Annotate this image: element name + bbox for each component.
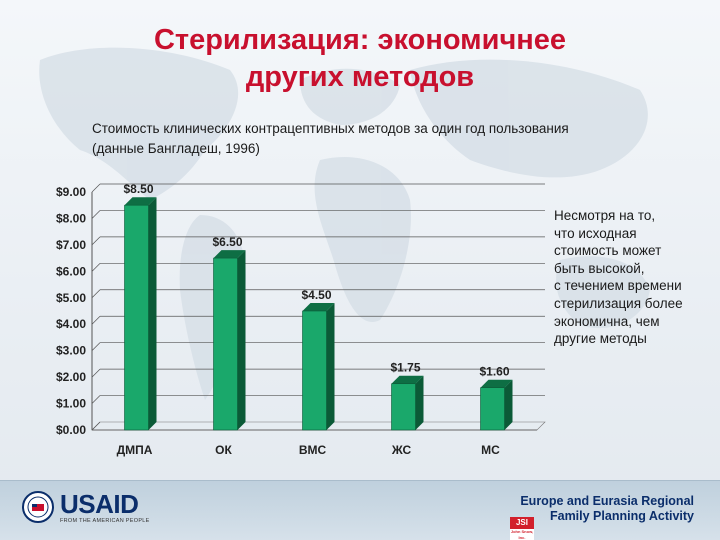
bar-value-label: $4.50: [301, 288, 331, 302]
x-axis-categories: ДМПА ОК ВМС ЖС МС: [117, 443, 501, 457]
bar-chart: $0.00 $1.00 $2.00 $3.00 $4.00 $5.00 $6.00 $7.00…: [56, 182, 546, 457]
y-tick-label: $8.00: [56, 211, 86, 225]
bar-top: [302, 303, 335, 311]
region-line-2: Family Planning Activity: [549, 509, 694, 523]
y-tick-label: $9.00: [56, 185, 86, 199]
bar-value-label: $6.50: [212, 235, 242, 249]
y-tick-label: $7.00: [56, 238, 86, 252]
bar-top: [391, 375, 424, 384]
gridline-depth: [91, 289, 101, 299]
y-tick-label: $0.00: [56, 423, 86, 437]
bar-side: [148, 197, 157, 430]
bar-value-label: $1.75: [390, 361, 420, 375]
y-tick-label: $1.00: [56, 397, 86, 411]
title-line-2: других методов: [245, 61, 475, 93]
bar: [213, 257, 238, 431]
bar-top: [213, 250, 246, 259]
bar: [124, 204, 149, 431]
side-note: Несмотря на то, что исходная стоимость м…: [554, 208, 683, 347]
bar-value-label: $8.50: [123, 182, 153, 196]
jsi-logo: JSI John Snow, Inc.: [510, 517, 534, 540]
x-category-label: ДМПА: [117, 443, 153, 457]
y-axis-ticks: $0.00 $1.00 $2.00 $3.00 $4.00 $5.00 $6.00 $7.00…: [56, 185, 86, 437]
region-label: Europe and Eurasia Regional Family Plann…: [520, 494, 694, 524]
gridline-depth: [91, 263, 101, 272]
gridline-depth: [91, 368, 101, 378]
chart-subtitle: Стоимость клинических контрацептивных ме…: [92, 119, 672, 159]
bar-value-label: $1.60: [479, 365, 509, 379]
usaid-seal-icon: [22, 491, 54, 523]
gridline-depth: [91, 210, 101, 219]
subtitle-line-2: (данные Бангладеш, 1996): [92, 141, 260, 156]
usaid-logo-text: USAID: [60, 489, 139, 519]
jsi-logo-subtext: John Snow, Inc.: [510, 529, 534, 540]
y-tick-label: $2.00: [56, 370, 86, 384]
chart-bars: [124, 197, 513, 431]
slide-title: Стерилизация: экономичнее других методов: [0, 22, 720, 96]
jsi-logo-text: JSI: [515, 518, 528, 527]
region-line-1: Europe and Eurasia Regional: [520, 494, 694, 508]
data-labels: $8.50 $6.50 $4.50 $1.75 $1.60: [123, 182, 509, 378]
bar-side: [326, 303, 335, 430]
title-line-1: Стерилизация: экономичнее: [153, 24, 567, 56]
bar-top: [480, 379, 513, 388]
x-category-label: ОК: [215, 443, 232, 457]
bar: [391, 383, 416, 431]
gridline-depth: [91, 183, 101, 193]
gridline-depth: [91, 236, 101, 246]
y-tick-label: $3.00: [56, 344, 86, 358]
x-category-label: ВМС: [299, 443, 327, 457]
gridline-depth: [91, 421, 101, 431]
bar-side: [237, 250, 246, 430]
usaid-tagline: FROM THE AMERICAN PEOPLE: [60, 518, 150, 524]
bar: [302, 310, 327, 431]
footer-bar: USAID FROM THE AMERICAN PEOPLE Europe an…: [0, 480, 720, 540]
y-tick-label: $4.00: [56, 317, 86, 331]
gridline-depth: [91, 315, 101, 325]
x-category-label: ЖС: [391, 443, 412, 457]
x-category-label: МС: [481, 443, 500, 457]
bar: [480, 387, 505, 431]
bar-side: [504, 379, 513, 430]
gridline-depth: [91, 395, 101, 404]
gridline-depth: [91, 342, 101, 351]
bar-side: [415, 375, 424, 430]
y-tick-label: $5.00: [56, 291, 86, 305]
y-tick-label: $6.00: [56, 264, 86, 278]
subtitle-line-1: Стоимость клинических контрацептивных ме…: [92, 121, 569, 136]
bar-top: [124, 197, 157, 206]
